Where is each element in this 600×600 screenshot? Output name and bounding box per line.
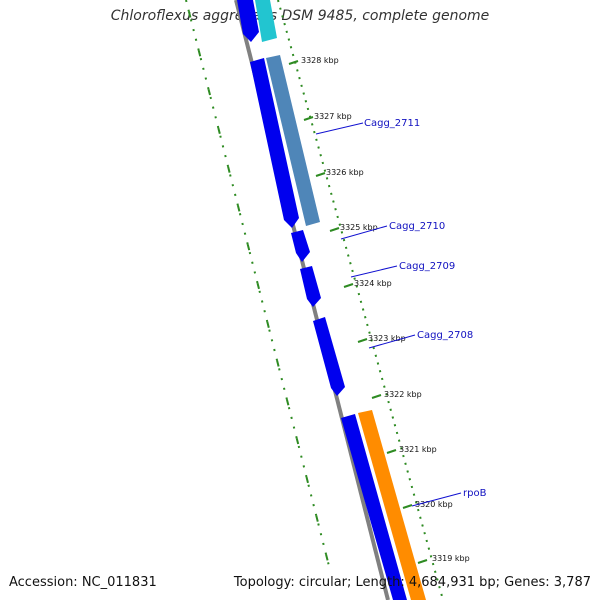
gene-label-cagg-2711[interactable]: Cagg_2711 — [364, 118, 420, 129]
cds-feature — [300, 266, 321, 307]
rrna-feature — [358, 410, 426, 600]
kbp-tick-label: 3319 kbp — [432, 554, 470, 563]
tick-mark — [315, 172, 326, 177]
gene-label-leader — [350, 265, 398, 278]
gene-label-leader — [368, 334, 416, 349]
kbp-tick-label: 3325 kbp — [340, 223, 378, 232]
cds-feature — [341, 414, 407, 600]
gene-label-rpob[interactable]: rpoB — [463, 488, 487, 499]
kbp-tick-label: 3324 kbp — [354, 279, 392, 288]
kbp-tick-label: 3323 kbp — [368, 334, 406, 343]
tick-mark — [402, 504, 413, 509]
tick-mark — [417, 559, 428, 564]
gene-label-cagg-2708[interactable]: Cagg_2708 — [417, 330, 473, 341]
gene-label-layer: Cagg_2711 Cagg_2710 Cagg_2709 Cagg_2708 … — [315, 118, 487, 507]
tick-track — [277, 0, 444, 600]
cds-feature — [250, 58, 299, 228]
kbp-tick-label: 3328 kbp — [301, 56, 339, 65]
outer-dash-track — [185, 0, 331, 571]
teal-feature — [255, 0, 277, 42]
trna-feature — [266, 55, 320, 226]
kbp-tick-label: 3326 kbp — [326, 168, 364, 177]
cds-feature — [291, 230, 310, 262]
kbp-tick-label: 3320 kbp — [415, 500, 453, 509]
accession-text: Accession: NC_011831 — [9, 575, 157, 590]
gene-label-leader — [411, 492, 462, 507]
kbp-tick-label: 3327 kbp — [314, 112, 352, 121]
tick-mark — [386, 449, 397, 454]
map-title: Chloroflexus aggregans DSM 9485, complet… — [110, 8, 490, 24]
cds-feature — [237, 0, 259, 42]
cds-feature — [313, 317, 345, 396]
tick-mark — [329, 227, 340, 232]
tick-mark — [288, 60, 299, 65]
gene-label-leader — [340, 225, 388, 240]
tick-mark — [343, 283, 354, 288]
gene-label-cagg-2709[interactable]: Cagg_2709 — [399, 261, 455, 272]
tick-layer: 3328 kbp 3327 kbp 3326 kbp 3325 kbp 3324… — [288, 56, 470, 564]
kbp-tick-label: 3321 kbp — [399, 445, 437, 454]
tick-mark — [357, 338, 368, 343]
gene-label-leader — [315, 122, 364, 135]
genome-summary-text: Topology: circular; Length: 4,684,931 bp… — [233, 575, 591, 590]
tick-mark — [371, 394, 382, 399]
tick-mark — [303, 116, 314, 121]
kbp-tick-label: 3322 kbp — [384, 390, 422, 399]
gene-label-cagg-2710[interactable]: Cagg_2710 — [389, 221, 445, 232]
